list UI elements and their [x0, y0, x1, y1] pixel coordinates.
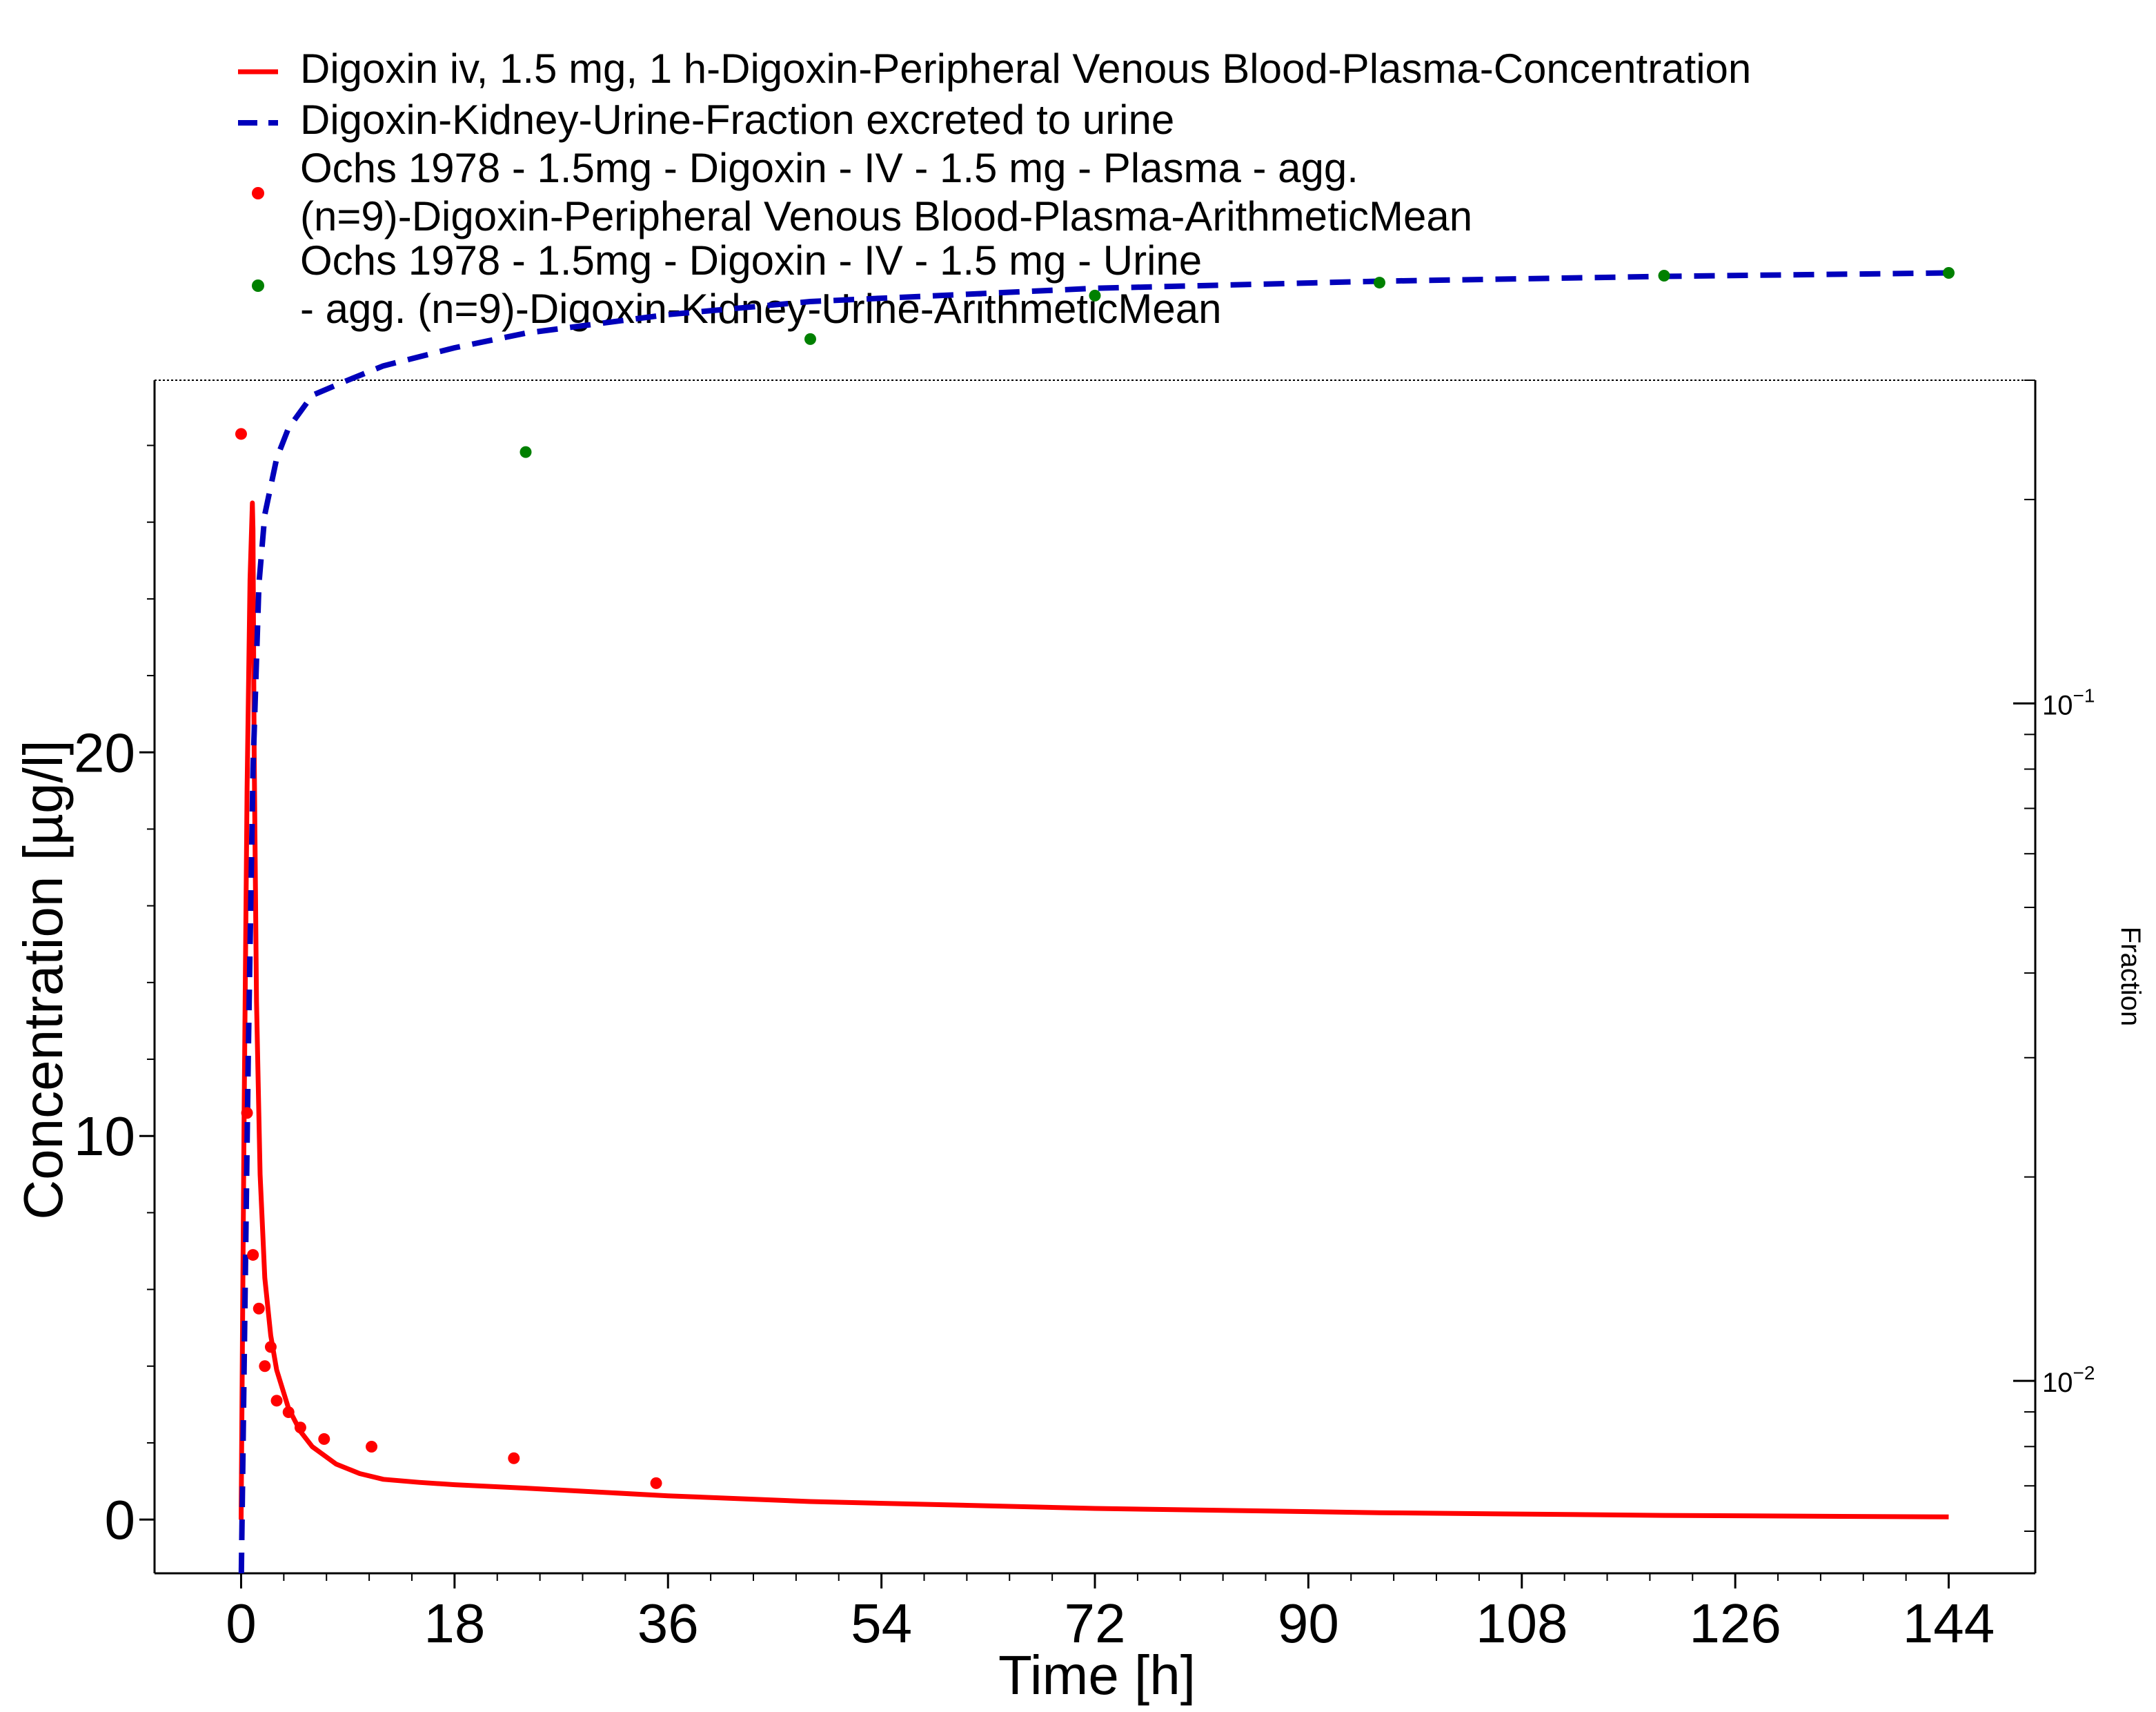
y2-tick-label: 10−2 — [2042, 1362, 2095, 1398]
x-tick-label: 54 — [851, 1593, 912, 1654]
observed-plasma-point — [241, 1107, 253, 1119]
x-tick-label: 144 — [1903, 1593, 1995, 1654]
y-tick-label: 0 — [105, 1489, 136, 1551]
y-axis-title: Concentration [µg/l] — [12, 740, 74, 1219]
legend-swatch-observed-urine — [252, 279, 264, 292]
observed-plasma-point — [294, 1421, 306, 1434]
observed-urine-point — [520, 446, 532, 458]
x-tick-label: 72 — [1065, 1593, 1126, 1654]
observed-urine-point — [804, 333, 816, 345]
legend-label-simulated-urine: Digoxin-Kidney-Urine-Fraction excreted t… — [300, 97, 1174, 143]
observed-plasma-point — [247, 1249, 259, 1261]
observed-plasma-point — [366, 1441, 378, 1453]
x-axis-title: Time [h] — [998, 1644, 1196, 1706]
legend-label-observed-urine-line1: Ochs 1978 - 1.5mg - Digoxin - IV - 1.5 m… — [300, 237, 1202, 284]
observed-urine-point — [1374, 277, 1386, 289]
legend-swatch-observed-plasma — [252, 187, 264, 199]
observed-urine-point — [1943, 267, 1955, 279]
observed-urine-point — [1658, 269, 1670, 282]
simulated-urine-fraction-line — [238, 270, 1949, 1574]
x-tick-label: 0 — [226, 1593, 257, 1654]
simulated-plasma-concentration-line — [239, 500, 1949, 1520]
legend-label-observed-urine-line2: - agg. (n=9)-Digoxin-Kidney-Urine-Arithm… — [300, 286, 1222, 332]
y-tick-label: 20 — [74, 722, 135, 783]
observed-plasma-point — [264, 1341, 277, 1353]
x-tick-label: 90 — [1278, 1593, 1339, 1654]
observed-plasma-point — [270, 1395, 283, 1407]
y2-tick-label-exponent: −1 — [2073, 685, 2095, 706]
observed-plasma-point — [259, 1360, 271, 1372]
observed-urine-point — [1089, 289, 1101, 302]
legend-label-observed-plasma-line1: Ochs 1978 - 1.5mg - Digoxin - IV - 1.5 m… — [300, 145, 1358, 191]
x-axis: 0 18 36 54 72 90 108 126 144 — [226, 1573, 1995, 1654]
y2-tick-label: 10−1 — [2042, 685, 2095, 720]
x-tick-label: 36 — [637, 1593, 699, 1654]
y-axis-right: 10−2 10−1 — [2013, 380, 2095, 1532]
legend-label-simulated-plasma: Digoxin iv, 1.5 mg, 1 h-Digoxin-Peripher… — [300, 46, 1751, 92]
observed-plasma-point — [318, 1433, 330, 1445]
y-axis-left: 0 10 20 — [74, 444, 155, 1551]
y-tick-label: 10 — [74, 1105, 135, 1167]
observed-plasma-point — [253, 1302, 265, 1315]
observed-plasma-point — [650, 1477, 662, 1489]
observed-plasma-point — [508, 1452, 520, 1464]
plot-frame — [153, 380, 2037, 1575]
legend-label-observed-plasma-line2: (n=9)-Digoxin-Peripheral Venous Blood-Pl… — [300, 193, 1472, 239]
x-tick-label: 108 — [1476, 1593, 1567, 1654]
series-layer — [235, 267, 1955, 1574]
legend: Digoxin iv, 1.5 mg, 1 h-Digoxin-Peripher… — [238, 46, 1751, 332]
x-tick-label: 18 — [424, 1593, 485, 1654]
observed-plasma-point — [235, 428, 247, 440]
y2-axis-title: Fraction — [2115, 927, 2146, 1027]
y2-tick-label-exponent: −2 — [2073, 1362, 2095, 1384]
observed-plasma-point — [282, 1406, 295, 1419]
x-tick-label: 126 — [1689, 1593, 1781, 1654]
